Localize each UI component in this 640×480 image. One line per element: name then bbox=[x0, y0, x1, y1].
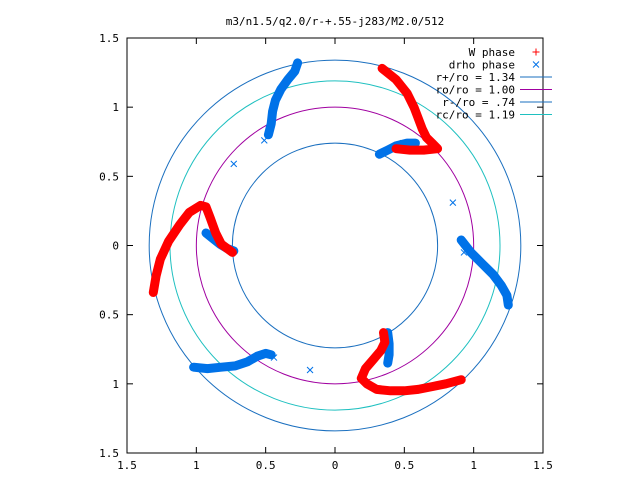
x-tick-label: 0.5 bbox=[394, 459, 414, 472]
y-tick-label: 1.5 bbox=[99, 447, 119, 460]
drho-phase-arm bbox=[263, 58, 303, 140]
chart-title: m3/n1.5/q2.0/r-+.55-j283/M2.0/512 bbox=[226, 15, 445, 28]
w-phase-point bbox=[457, 376, 465, 384]
w-phase-point bbox=[380, 329, 388, 337]
drho-scatter-point bbox=[270, 354, 278, 361]
y-tick-label: 1 bbox=[112, 378, 119, 391]
data-points bbox=[148, 58, 513, 396]
drho-scatter-point bbox=[306, 366, 314, 374]
w-phase-point bbox=[378, 64, 386, 72]
y-tick-label: 1 bbox=[112, 101, 119, 114]
drho-phase-point bbox=[384, 359, 392, 367]
reference-circle bbox=[148, 59, 522, 432]
legend-marker-sample bbox=[532, 61, 540, 68]
legend-label: drho phase bbox=[449, 59, 515, 72]
x-tick-label: 0.5 bbox=[256, 459, 276, 472]
drho-phase-point bbox=[376, 150, 383, 158]
w-phase-arm bbox=[377, 63, 443, 155]
drho-phase-point bbox=[457, 236, 465, 244]
drho-phase-point bbox=[294, 59, 301, 67]
legend-label: ro/ro = 1.00 bbox=[436, 84, 515, 97]
drho-scatter-point bbox=[460, 249, 468, 256]
drho-phase-point bbox=[190, 363, 197, 371]
y-tick-label: 1.5 bbox=[99, 32, 119, 45]
w-phase-point bbox=[392, 145, 400, 153]
drho-scatter-point bbox=[260, 137, 268, 144]
y-axis-ticks: 1.5 1 0.5 0 0.5 1 1.5 bbox=[99, 32, 543, 460]
reference-circle bbox=[195, 106, 475, 385]
y-tick-label: 0.5 bbox=[99, 170, 119, 183]
drho-scatter-point bbox=[449, 199, 457, 206]
x-tick-label: 1 bbox=[193, 459, 200, 472]
x-tick-label: 1 bbox=[470, 459, 477, 472]
w-phase-point bbox=[228, 248, 236, 256]
x-tick-label: 1.5 bbox=[533, 459, 553, 472]
x-tick-label: 1.5 bbox=[117, 459, 137, 472]
x-axis-ticks: 1.5 1 0.5 0 0.5 1 1.5 bbox=[117, 38, 553, 472]
reference-circles bbox=[148, 59, 522, 432]
legend-label: r+/ro = 1.34 bbox=[436, 71, 516, 84]
legend-label: r-/ro = .74 bbox=[442, 96, 515, 109]
drho-phase-arm bbox=[189, 348, 276, 374]
y-tick-label: 0 bbox=[112, 240, 119, 253]
drho-phase-arm bbox=[456, 235, 513, 310]
drho-phase-point bbox=[265, 131, 272, 139]
drho-scatter-point bbox=[230, 160, 238, 168]
w-phase-point bbox=[532, 48, 540, 56]
x-tick-label: 0 bbox=[332, 459, 339, 472]
w-phase-point bbox=[149, 289, 157, 297]
drho-phase-point bbox=[504, 301, 512, 309]
drho-phase-point bbox=[202, 229, 210, 237]
legend-label: rc/ro = 1.19 bbox=[436, 109, 515, 122]
w-phase-arm bbox=[148, 200, 237, 297]
reference-circle bbox=[231, 142, 439, 349]
legend-label: W phase bbox=[469, 46, 515, 59]
w-phase-arm bbox=[356, 328, 466, 396]
drho-phase-point bbox=[412, 139, 419, 147]
y-tick-label: 0.5 bbox=[99, 309, 119, 322]
